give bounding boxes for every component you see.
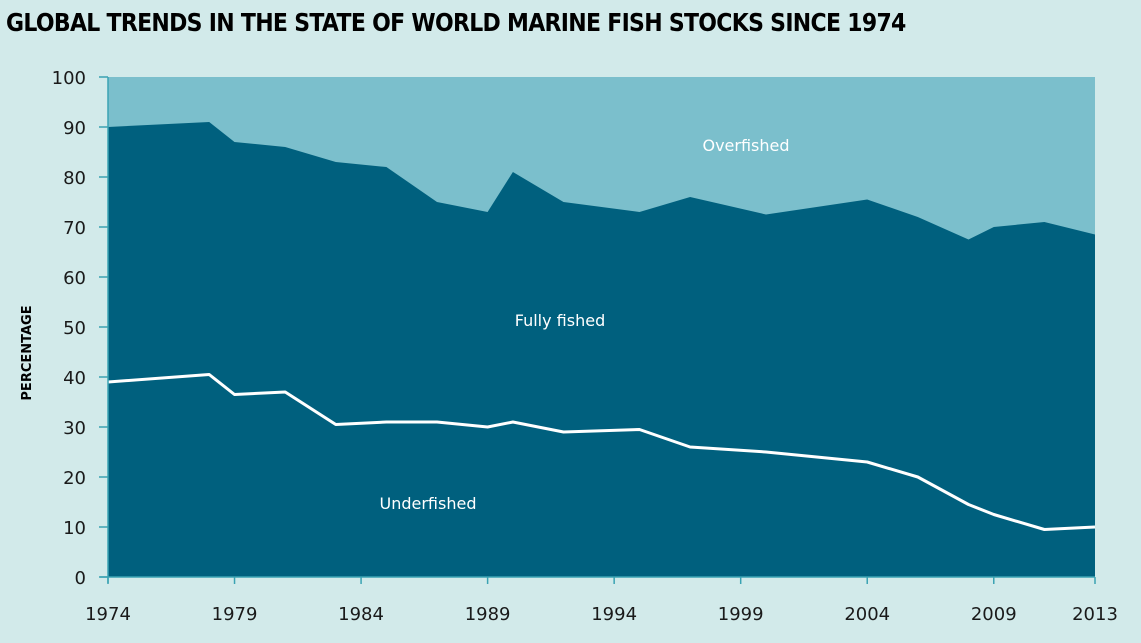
x-tick-label: 2004 (844, 604, 890, 625)
annotation-fully-fished: Fully fished (515, 311, 605, 330)
annotation-underfished: Underfished (380, 494, 477, 513)
x-tick-label: 1984 (338, 604, 384, 625)
area-fully-fished (108, 122, 1095, 577)
line-underfished (107, 373, 1096, 531)
x-tick-label: 1974 (85, 604, 131, 625)
y-tick-label: 60 (63, 268, 86, 289)
y-tick-label: 20 (63, 468, 86, 489)
y-tick-label: 100 (52, 68, 86, 89)
x-tick-label: 1989 (465, 604, 511, 625)
y-tick-label: 10 (63, 518, 86, 539)
y-tick-label: 80 (63, 168, 86, 189)
x-tick-label: 2013 (1072, 604, 1118, 625)
y-tick-label: 0 (75, 568, 86, 589)
y-tick-label: 50 (63, 318, 86, 339)
x-tick-label: 1999 (718, 604, 764, 625)
chart-title: GLOBAL TRENDS IN THE STATE OF WORLD MARI… (6, 8, 906, 37)
x-tick-label: 2009 (971, 604, 1017, 625)
y-tick-label: 40 (63, 368, 86, 389)
y-tick-label: 90 (63, 118, 86, 139)
y-tick-label: 30 (63, 418, 86, 439)
x-tick-label: 1994 (591, 604, 637, 625)
annotation-overfished: Overfished (702, 136, 789, 155)
y-axis-label: PERCENTAGE (20, 305, 35, 400)
x-tick-label: 1979 (212, 604, 258, 625)
y-tick-label: 70 (63, 218, 86, 239)
